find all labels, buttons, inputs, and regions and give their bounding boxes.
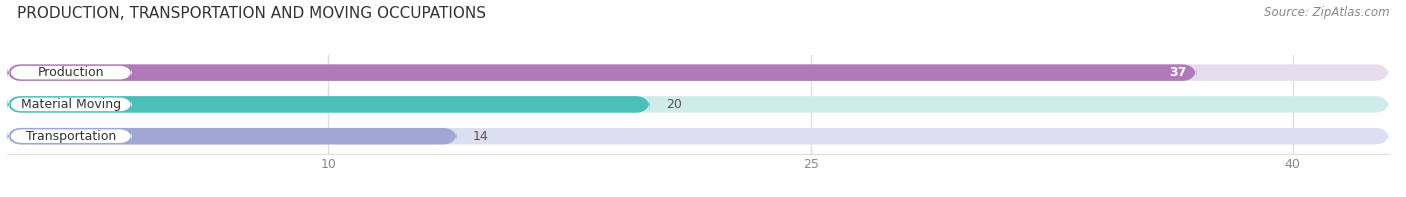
FancyBboxPatch shape [7, 64, 1197, 81]
Text: Transportation: Transportation [25, 130, 115, 143]
FancyBboxPatch shape [7, 64, 1389, 81]
Text: Production: Production [38, 66, 104, 79]
FancyBboxPatch shape [7, 96, 1389, 113]
Text: PRODUCTION, TRANSPORTATION AND MOVING OCCUPATIONS: PRODUCTION, TRANSPORTATION AND MOVING OC… [17, 6, 486, 21]
Text: Source: ZipAtlas.com: Source: ZipAtlas.com [1264, 6, 1389, 19]
FancyBboxPatch shape [10, 66, 132, 79]
FancyBboxPatch shape [10, 129, 132, 143]
Text: Material Moving: Material Moving [21, 98, 121, 111]
FancyBboxPatch shape [7, 96, 650, 113]
Text: 20: 20 [666, 98, 682, 111]
Text: 37: 37 [1170, 66, 1187, 79]
FancyBboxPatch shape [7, 128, 1389, 144]
Text: 14: 14 [472, 130, 489, 143]
FancyBboxPatch shape [7, 128, 457, 144]
FancyBboxPatch shape [10, 98, 132, 111]
